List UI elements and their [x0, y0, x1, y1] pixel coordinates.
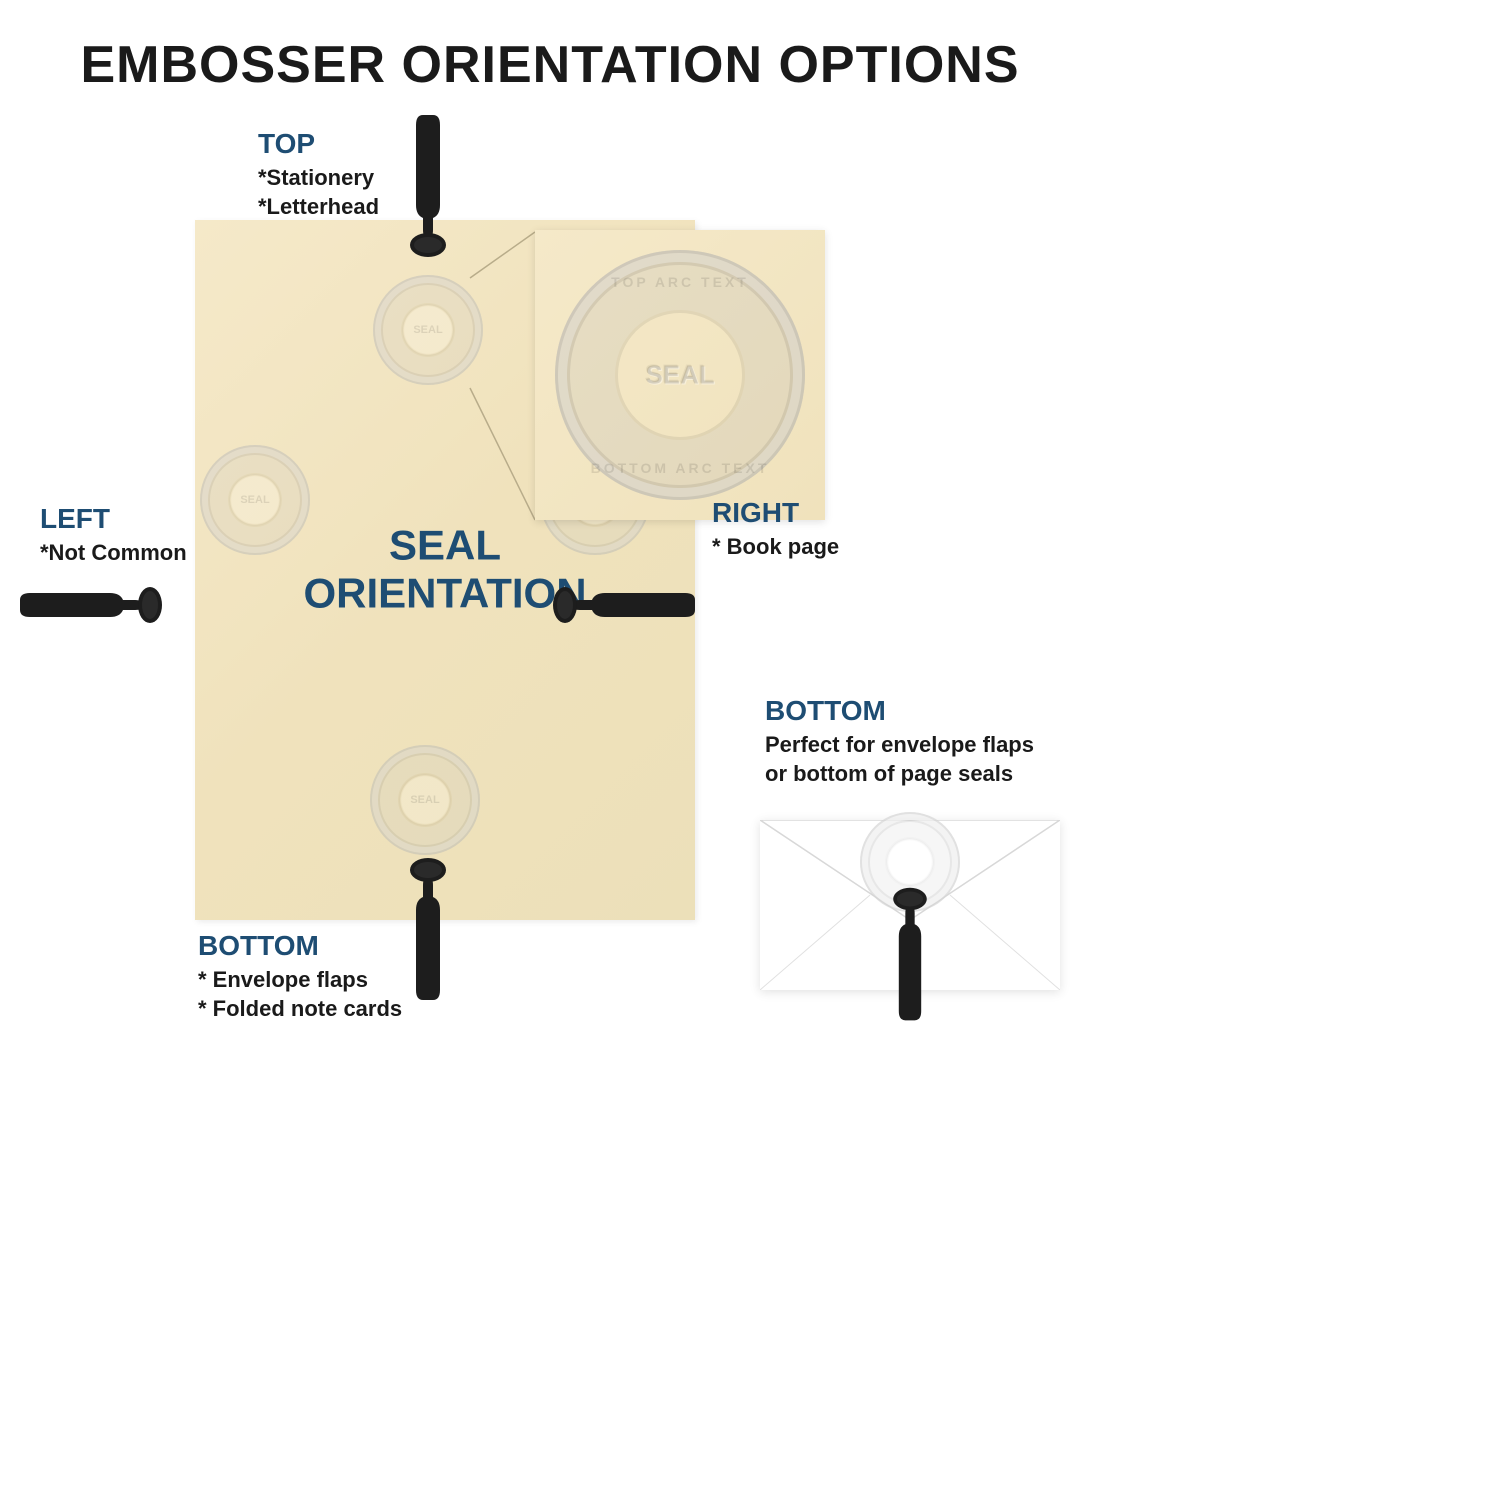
seal-impression-bottom: SEAL — [370, 745, 480, 855]
seal-zoom-panel: TOP ARC TEXT SEAL BOTTOM ARC TEXT — [535, 230, 825, 520]
envelope-example — [760, 790, 1060, 1020]
label-bottom: BOTTOM * Envelope flaps * Folded note ca… — [198, 930, 402, 1023]
label-bottom-ext-title: BOTTOM — [765, 695, 1034, 727]
seal-impression-top: SEAL — [373, 275, 483, 385]
embosser-icon-top — [408, 110, 448, 260]
label-left-line-0: *Not Common — [40, 539, 187, 568]
embosser-icon-envelope — [890, 885, 930, 1025]
label-bottom-ext-line-1: or bottom of page seals — [765, 760, 1034, 789]
seal-center-text: SEAL — [373, 324, 483, 336]
label-right: RIGHT * Book page — [712, 497, 839, 562]
label-top-title: TOP — [258, 128, 379, 160]
label-left: LEFT *Not Common — [40, 503, 187, 568]
label-bottom-ext-line-0: Perfect for envelope flaps — [765, 731, 1034, 760]
embosser-icon-left — [15, 585, 165, 625]
embosser-icon-right — [550, 585, 700, 625]
seal-arc-bottom-text: BOTTOM ARC TEXT — [535, 460, 825, 476]
seal-center-text: SEAL — [200, 494, 310, 506]
center-line-1: SEAL — [195, 522, 695, 570]
label-bottom-line-1: * Folded note cards — [198, 995, 402, 1024]
seal-arc-top-text: TOP ARC TEXT — [535, 274, 825, 290]
seal-center-text: SEAL — [370, 794, 480, 806]
label-top: TOP *Stationery *Letterhead — [258, 128, 379, 221]
seal-zoom-center-text: SEAL — [535, 360, 825, 391]
label-right-title: RIGHT — [712, 497, 839, 529]
embosser-icon-bottom — [408, 855, 448, 1005]
label-left-title: LEFT — [40, 503, 187, 535]
label-top-line-1: *Letterhead — [258, 193, 379, 222]
label-bottom-example: BOTTOM Perfect for envelope flaps or bot… — [765, 695, 1034, 788]
label-right-line-0: * Book page — [712, 533, 839, 562]
label-bottom-title: BOTTOM — [198, 930, 402, 962]
label-bottom-line-0: * Envelope flaps — [198, 966, 402, 995]
label-top-line-0: *Stationery — [258, 164, 379, 193]
page-title: EMBOSSER ORIENTATION OPTIONS — [0, 35, 1100, 95]
